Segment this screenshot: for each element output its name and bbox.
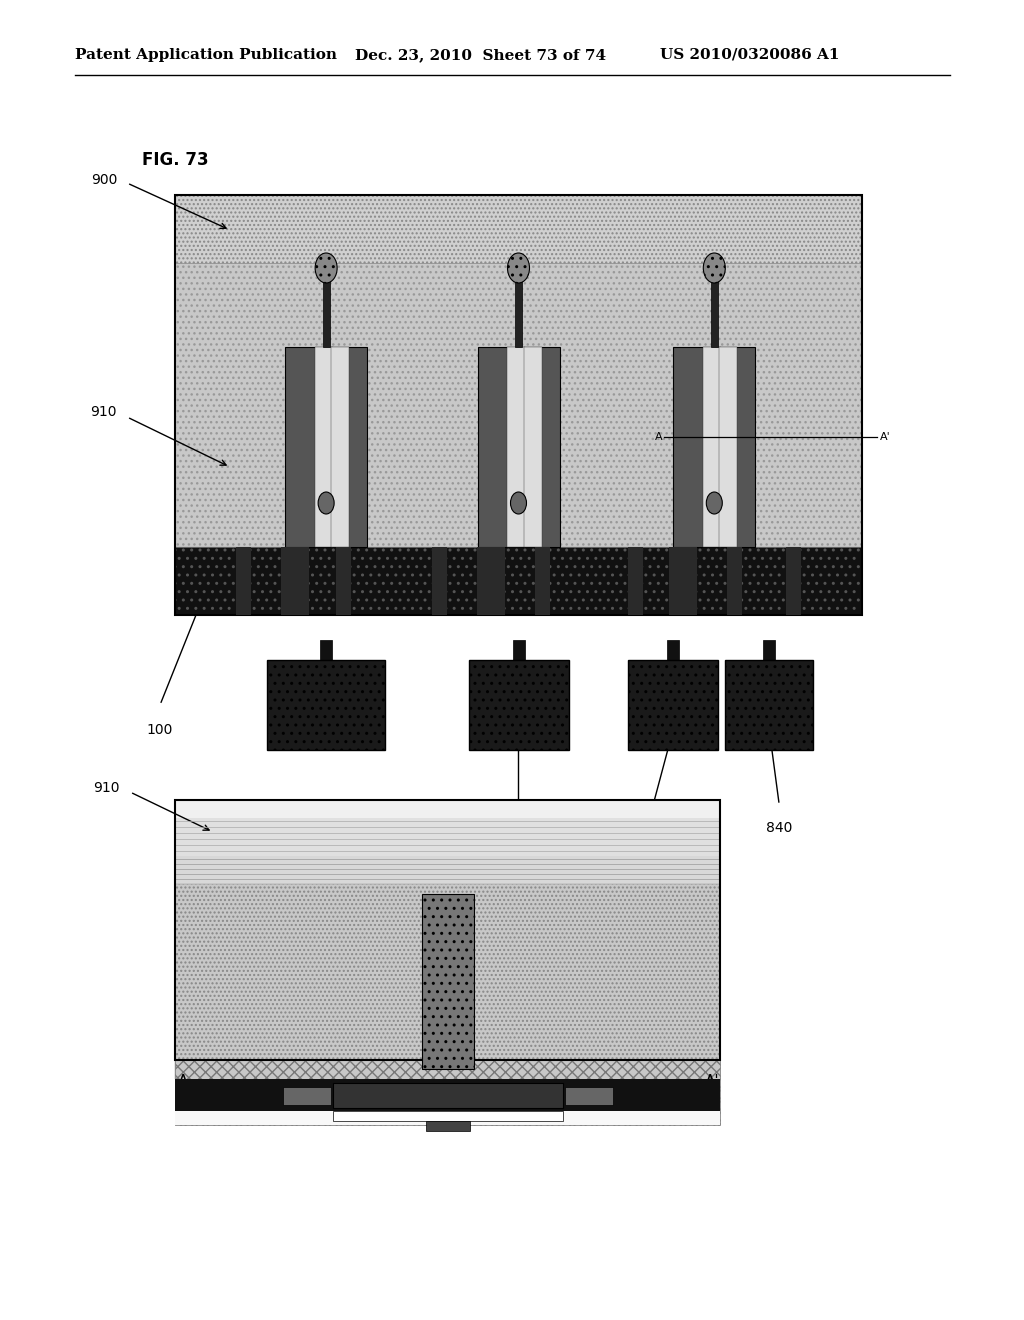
Text: 850: 850 <box>640 821 667 836</box>
Bar <box>237 546 251 615</box>
Bar <box>477 347 559 546</box>
Text: A': A' <box>880 432 891 442</box>
Bar <box>523 347 542 546</box>
Bar <box>175 884 720 1078</box>
Text: 100: 100 <box>146 723 173 737</box>
Ellipse shape <box>508 253 529 282</box>
Bar <box>283 1086 331 1105</box>
Text: 900: 900 <box>91 173 117 187</box>
Bar <box>725 660 813 750</box>
Bar <box>175 855 720 884</box>
Bar <box>323 273 330 347</box>
Ellipse shape <box>315 253 337 282</box>
Bar <box>333 1082 562 1107</box>
Ellipse shape <box>707 492 722 513</box>
Bar <box>670 546 697 615</box>
Bar <box>432 546 447 615</box>
Text: 840: 840 <box>766 821 793 836</box>
Bar <box>507 347 525 546</box>
Bar <box>175 263 862 546</box>
Bar <box>702 347 721 546</box>
Bar <box>477 546 505 615</box>
Ellipse shape <box>703 253 725 282</box>
Bar <box>175 1078 720 1111</box>
Bar <box>175 1060 720 1125</box>
Bar <box>426 1121 469 1131</box>
Bar <box>175 800 720 818</box>
Text: Patent Application Publication: Patent Application Publication <box>75 48 337 62</box>
Bar <box>285 347 368 546</box>
Bar <box>667 640 679 660</box>
Text: 910: 910 <box>93 781 120 795</box>
Bar <box>719 347 737 546</box>
Bar <box>282 546 309 615</box>
Bar <box>711 273 718 347</box>
Bar <box>727 546 742 615</box>
Bar <box>175 263 862 546</box>
Bar <box>336 546 351 615</box>
Bar <box>469 660 568 750</box>
Bar <box>674 347 756 546</box>
Text: US 2010/0320086 A1: US 2010/0320086 A1 <box>660 48 840 62</box>
Text: FIG. 73: FIG. 73 <box>142 150 209 169</box>
Text: Dec. 23, 2010  Sheet 73 of 74: Dec. 23, 2010 Sheet 73 of 74 <box>355 48 606 62</box>
Text: PBS / Antibody: PBS / Antibody <box>387 1106 509 1125</box>
Bar <box>175 195 862 263</box>
Text: A: A <box>178 1074 188 1089</box>
Ellipse shape <box>511 492 526 513</box>
Bar <box>314 347 333 546</box>
Ellipse shape <box>318 492 334 513</box>
Text: A': A' <box>705 1074 719 1089</box>
Bar <box>785 546 801 615</box>
Text: A: A <box>654 432 663 442</box>
Bar <box>331 347 349 546</box>
Bar <box>564 1086 612 1105</box>
Bar <box>422 894 473 1069</box>
Bar <box>175 195 862 615</box>
Bar <box>536 546 550 615</box>
Bar <box>175 1111 720 1125</box>
Text: 910: 910 <box>90 405 117 418</box>
Bar <box>628 546 643 615</box>
Bar <box>175 818 720 855</box>
Bar <box>321 640 332 660</box>
Bar <box>175 800 720 1060</box>
Text: 810: 810 <box>505 821 531 836</box>
Bar <box>175 546 862 615</box>
Bar <box>333 1111 562 1121</box>
Bar <box>628 660 718 750</box>
Bar <box>512 640 524 660</box>
Bar <box>763 640 775 660</box>
Bar <box>515 273 522 347</box>
Bar <box>267 660 385 750</box>
